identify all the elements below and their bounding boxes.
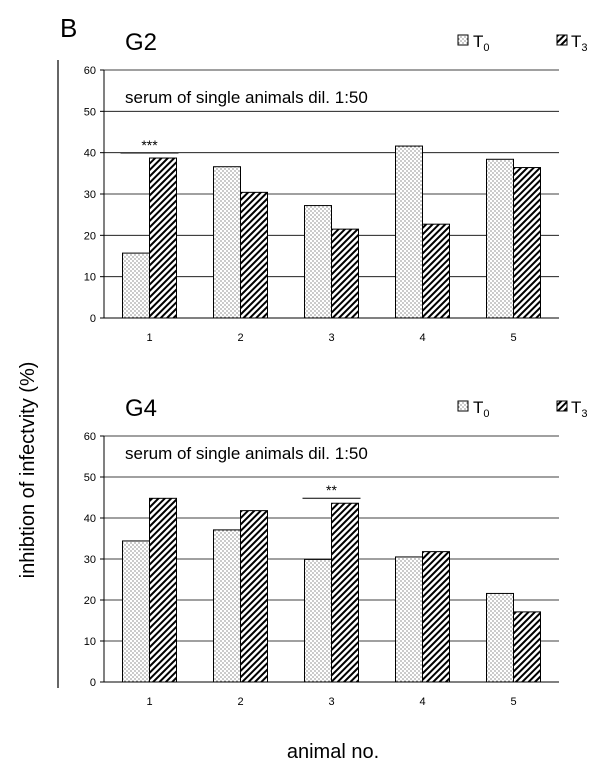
x-tick-label: 1: [146, 332, 152, 344]
chart-annotation: serum of single animals dil. 1:50: [125, 88, 368, 107]
legend-t0-swatch: [457, 400, 469, 412]
legend-t0-label: T0: [473, 32, 490, 54]
x-tick-label: 3: [328, 696, 334, 708]
y-tick-label: 50: [84, 472, 96, 484]
y-tick-label: 0: [90, 677, 96, 689]
x-tick-label: 1: [146, 696, 152, 708]
x-tick-label: 4: [419, 332, 425, 344]
bar-t3-animal-3: [331, 228, 359, 319]
legend-t3-swatch: [556, 34, 568, 46]
y-tick-label: 40: [84, 513, 96, 525]
bar-t0-animal-3: [304, 558, 332, 683]
bar-t3-animal-5: [513, 167, 541, 319]
y-tick-label: 60: [84, 431, 96, 443]
bar-t0-animal-2: [213, 166, 241, 319]
y-tick-label: 30: [84, 554, 96, 566]
bar-t3-animal-4: [422, 223, 450, 319]
y-tick-label: 20: [84, 230, 96, 242]
plot-area: 0 10 20 30 40 50 60 1 2 3 4 5 ***: [84, 65, 559, 344]
y-tick-label: 60: [84, 65, 96, 77]
bar-t0-animal-2: [213, 529, 241, 683]
y-axis-label: inhibtion of infectvity (%): [17, 362, 39, 579]
y-tick-label: 50: [84, 106, 96, 118]
bar-t0-animal-3: [304, 205, 332, 319]
bar-t3-animal-5: [513, 611, 541, 683]
legend-t0-swatch: [457, 34, 469, 46]
bar-t3-animal-1: [149, 497, 177, 683]
x-tick-label: 3: [328, 332, 334, 344]
y-tick-label: 20: [84, 595, 96, 607]
legend-t3-swatch: [556, 400, 568, 412]
x-tick-label: 4: [419, 696, 425, 708]
bar-t3-animal-2: [240, 191, 268, 319]
bar-t0-animal-1: [122, 252, 150, 319]
x-tick-label: 2: [237, 332, 243, 344]
legend: T0 T3: [457, 32, 588, 54]
panel-letter: B: [60, 13, 77, 43]
bar-t3-animal-3: [331, 502, 359, 683]
chart-panel-g2: G2 T0 T3 serum of single animals dil. 1:…: [84, 29, 588, 344]
chart-title: G2: [125, 29, 157, 56]
chart-panel-g4: G4 T0 T3 serum of single animals dil. 1:…: [84, 395, 588, 708]
y-tick-label: 10: [84, 636, 96, 648]
x-tick-label: 5: [510, 332, 516, 344]
bar-t3-animal-2: [240, 510, 268, 683]
bar-t0-animal-1: [122, 540, 150, 683]
bar-t0-animal-5: [486, 592, 514, 683]
x-axis-label: animal no.: [287, 741, 379, 763]
chart-annotation: serum of single animals dil. 1:50: [125, 444, 368, 463]
legend-t3-label: T3: [571, 398, 588, 420]
bar-t0-animal-4: [395, 556, 423, 683]
significance-label: **: [326, 482, 337, 498]
plot-area: 0 10 20 30 40 50 60 1 2 3 4 5 **: [84, 431, 559, 708]
bar-t0-animal-4: [395, 145, 423, 319]
x-tick-label: 5: [510, 696, 516, 708]
x-tick-label: 2: [237, 696, 243, 708]
y-tick-label: 40: [84, 148, 96, 160]
legend-t0-label: T0: [473, 398, 490, 420]
bar-t3-animal-4: [422, 551, 450, 683]
chart-title: G4: [125, 395, 157, 422]
bar-t0-animal-5: [486, 158, 514, 319]
y-tick-label: 0: [90, 313, 96, 325]
y-tick-label: 10: [84, 272, 96, 284]
legend-t3-label: T3: [571, 32, 588, 54]
bar-t3-animal-1: [149, 157, 177, 319]
y-tick-label: 30: [84, 189, 96, 201]
significance-label: ***: [141, 137, 158, 153]
legend: T0 T3: [457, 398, 588, 420]
